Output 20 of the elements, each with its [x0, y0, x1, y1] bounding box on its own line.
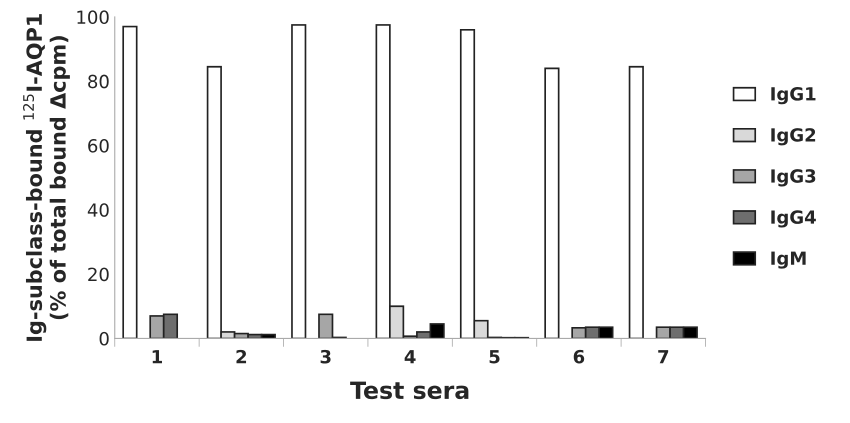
- x-tick-label: 7: [658, 350, 668, 364]
- y-tick-label: 40: [88, 203, 109, 217]
- x-tick-label: 5: [490, 350, 500, 364]
- x-tick-label: 1: [152, 350, 162, 364]
- y-tick-label: 100: [77, 10, 109, 24]
- legend-label: IgG2: [771, 128, 816, 146]
- y-tick-label: 60: [88, 138, 109, 153]
- x-axis-title: Test sera: [350, 382, 468, 400]
- y-axis-title: Ig-subclass-bound $^{125}$I-AQP1 (% of total bound Δcpm): [23, 14, 70, 341]
- legend-label: IgG3: [771, 169, 816, 186]
- x-tick-label: 4: [404, 350, 416, 364]
- x-tick-label: 3: [320, 350, 331, 364]
- y-tick-label: 80: [88, 74, 109, 88]
- x-tick-label: 6: [574, 350, 584, 364]
- legend-label: IgG1: [771, 86, 816, 104]
- legend-label: IgM: [771, 252, 806, 269]
- legend-label: IgG4: [771, 210, 816, 228]
- y-tick-label: 0: [100, 332, 109, 346]
- x-tick-label: 2: [236, 350, 246, 364]
- y-tick-label: 20: [88, 268, 109, 282]
